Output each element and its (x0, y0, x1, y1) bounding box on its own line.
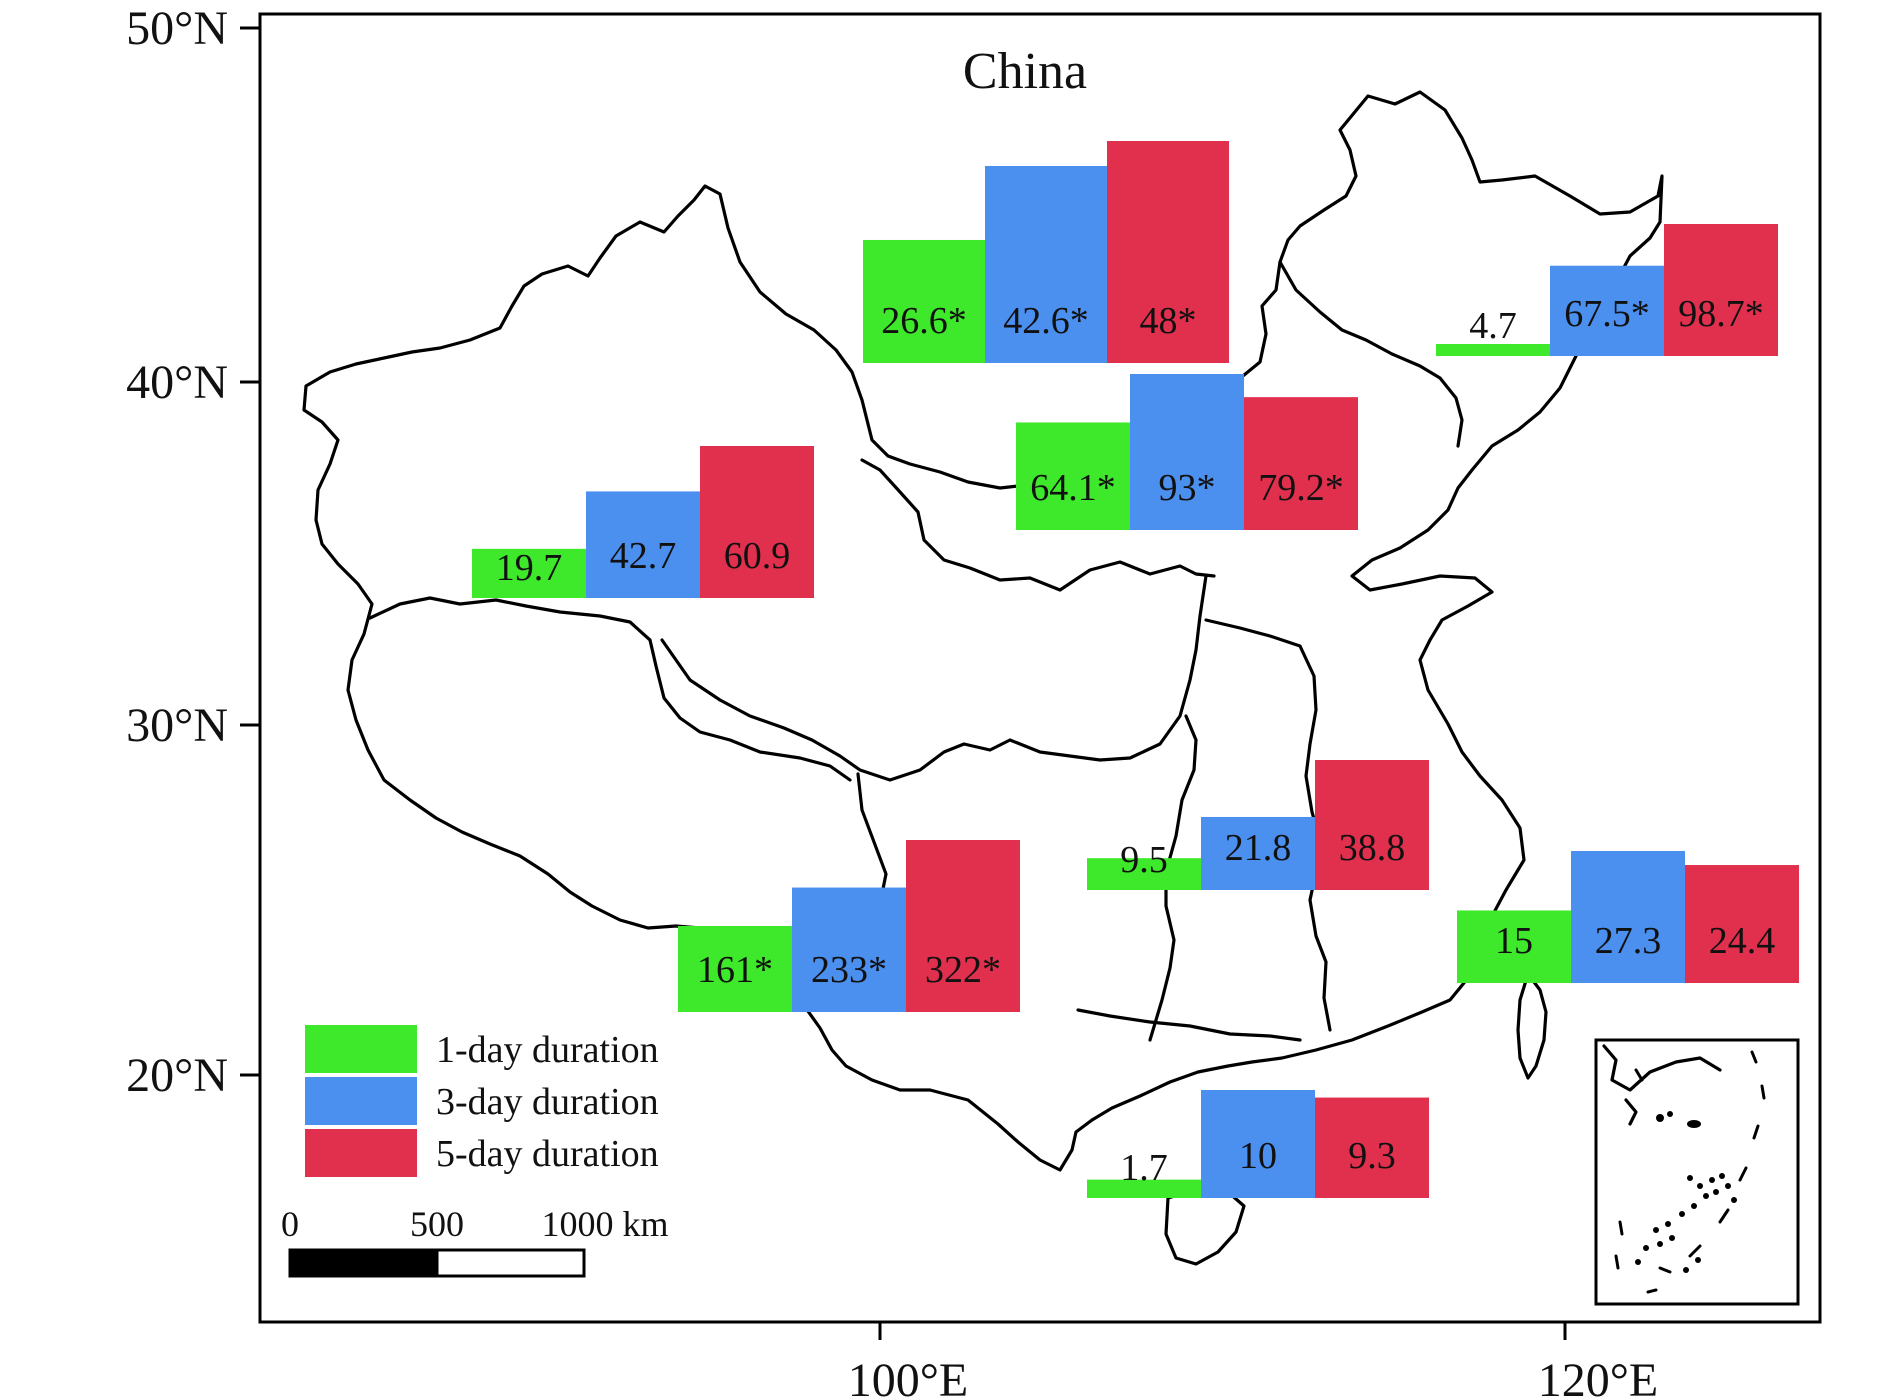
bar-label-southwest-5day: 322* (925, 949, 1001, 991)
bar-label-north-central-1day: 64.1* (1030, 467, 1116, 509)
bar-label-northwest-1day: 19.7 (496, 547, 563, 589)
bar-east-3day (1571, 851, 1685, 983)
bar-label-northeast-5day: 98.7* (1678, 293, 1764, 335)
bar-groups: 26.6* 42.6* 48* 4.7 67.5* 98.7* 19.7 42.7 60.9 64… (472, 141, 1799, 1198)
bar-east-1day (1457, 910, 1571, 983)
bar-north-china-1day (863, 239, 985, 363)
lon-label-100: 100°E (848, 1354, 969, 1398)
scale-label-500: 500 (410, 1204, 464, 1244)
lon-label-120: 120°E (1538, 1354, 1659, 1398)
bar-group-north-china: 26.6* 42.6* 48* (863, 141, 1229, 363)
bar-north-china-5day (1107, 141, 1229, 363)
bar-label-east-5day: 24.4 (1709, 920, 1776, 962)
bar-label-central-5day: 38.8 (1339, 827, 1406, 869)
bar-label-north-central-3day: 93* (1159, 467, 1216, 509)
bar-north-central-1day (1016, 422, 1130, 530)
bar-northeast-5day (1664, 224, 1778, 356)
bar-north-central-3day (1130, 374, 1244, 530)
scale-bar-black (288, 1248, 439, 1278)
south-boundary (1076, 1008, 1302, 1042)
bar-southwest-5day (906, 840, 1020, 1012)
legend-label-1day: 1-day duration (436, 1029, 659, 1071)
bar-label-south-3day: 10 (1239, 1135, 1277, 1177)
xinjiang-boundary (368, 596, 852, 782)
lat-label-30: 30°N (126, 699, 228, 752)
bar-label-southwest-1day: 161* (697, 949, 773, 991)
east-boundary (1204, 618, 1332, 1032)
bar-label-central-3day: 21.8 (1225, 827, 1292, 869)
bar-central-1day (1087, 858, 1201, 890)
scale-label-1000: 1000 km (541, 1204, 668, 1244)
legend: 1-day duration 3-day duration 5-day dura… (305, 1025, 659, 1177)
bar-south-3day (1201, 1090, 1315, 1198)
bar-group-north-central: 64.1* 93* 79.2* (1016, 374, 1358, 530)
bar-south-1day (1087, 1179, 1201, 1198)
bar-south-5day (1315, 1097, 1429, 1198)
bar-group-northwest: 19.7 42.7 60.9 (472, 446, 814, 598)
bar-northwest-3day (586, 491, 700, 598)
bar-label-east-1day: 15 (1495, 920, 1533, 962)
legend-swatch-5day (305, 1129, 417, 1177)
lat-label-40: 40°N (126, 356, 228, 409)
bar-central-3day (1201, 816, 1315, 890)
bar-label-south-1day: 1.7 (1120, 1147, 1168, 1189)
bar-north-china-3day (985, 165, 1107, 363)
bar-group-northeast: 4.7 67.5* 98.7* (1436, 224, 1778, 356)
bar-northwest-1day (472, 548, 586, 598)
bar-label-north-central-5day: 79.2* (1258, 467, 1344, 509)
scale-label-0: 0 (281, 1204, 299, 1244)
lat-label-50: 50°N (126, 2, 228, 55)
taiwan-island (1516, 972, 1548, 1080)
lon-ticks (878, 1322, 1567, 1340)
bar-northwest-5day (700, 446, 814, 598)
bar-group-south: 1.7 10 9.3 (1087, 1090, 1429, 1198)
bar-label-east-3day: 27.3 (1595, 920, 1662, 962)
bar-label-north-china-1day: 26.6* (881, 300, 967, 342)
bar-group-central: 9.5 21.8 38.8 (1087, 760, 1429, 890)
scale-bar: 0 500 1000 km (281, 1204, 669, 1278)
bar-northeast-1day (1436, 344, 1550, 356)
qinghai-boundary (660, 574, 1208, 782)
bar-label-southwest-3day: 233* (811, 949, 887, 991)
bar-east-5day (1685, 865, 1799, 983)
map-title: China (963, 43, 1087, 100)
bar-label-central-1day: 9.5 (1120, 839, 1168, 881)
bar-southwest-1day (678, 926, 792, 1012)
lat-ticks (240, 26, 260, 1077)
scale-bar-white (435, 1248, 586, 1278)
bar-northeast-3day (1550, 265, 1664, 356)
bar-label-north-china-3day: 42.6* (1003, 300, 1089, 342)
bar-label-south-5day: 9.3 (1348, 1135, 1396, 1177)
bar-group-southwest: 161* 233* 322* (678, 840, 1020, 1012)
inner-mongolia-boundary (860, 458, 1216, 592)
bar-label-north-china-5day: 48* (1140, 300, 1197, 342)
legend-label-3day: 3-day duration (436, 1081, 659, 1123)
bar-label-northwest-5day: 60.9 (724, 535, 791, 577)
lat-label-20: 20°N (126, 1049, 228, 1102)
legend-label-5day: 5-day duration (436, 1133, 659, 1175)
bar-southwest-3day (792, 887, 906, 1012)
bar-label-northeast-1day: 4.7 (1469, 305, 1517, 347)
south-china-sea-inset (1594, 1038, 1800, 1306)
legend-swatch-3day (305, 1077, 417, 1125)
bar-central-5day (1315, 760, 1429, 890)
bar-north-central-5day (1244, 397, 1358, 530)
northeast-boundary (1278, 260, 1464, 448)
bar-label-northeast-3day: 67.5* (1564, 293, 1650, 335)
bar-label-northwest-3day: 42.7 (610, 535, 677, 577)
legend-swatch-1day (305, 1025, 417, 1073)
bar-group-east: 15 27.3 24.4 (1457, 851, 1799, 983)
